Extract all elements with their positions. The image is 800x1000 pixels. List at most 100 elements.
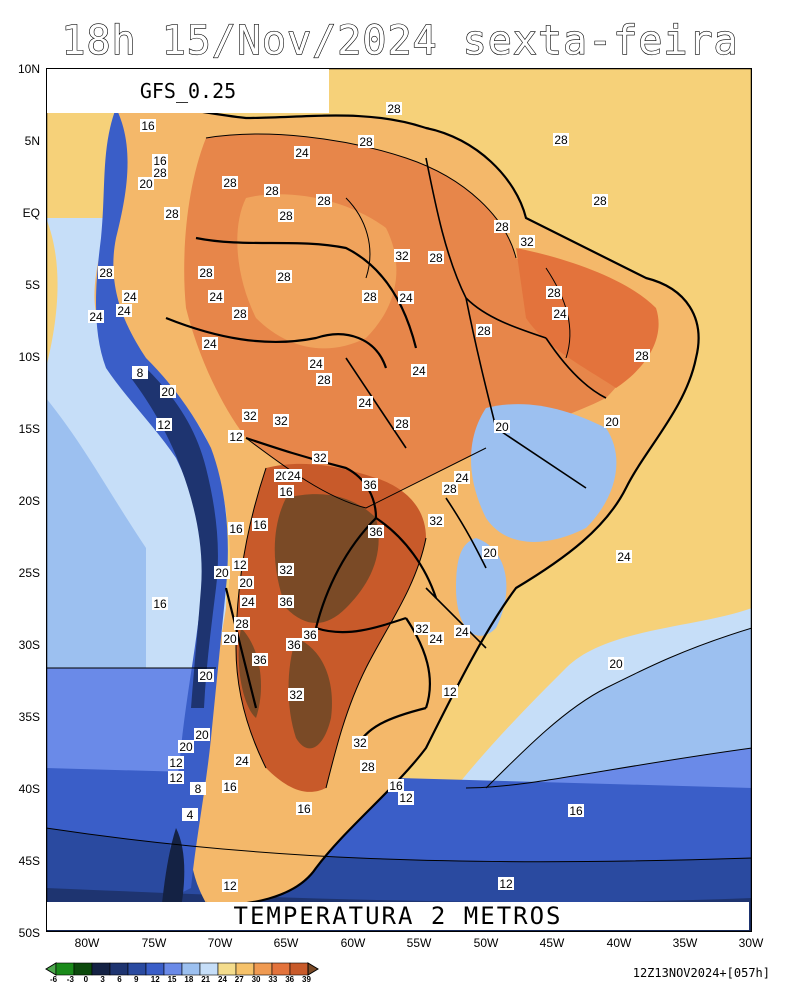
contour-label: 36 [363,478,377,492]
cool-zone [471,404,617,542]
contour-label-77: 32 [288,688,304,702]
contour-label-7: 16 [152,154,168,168]
colorbar-swatch [91,962,111,976]
lon-label: 40W [606,936,632,950]
contour-label-48: 24 [286,469,302,483]
contour-label: 20 [223,632,237,646]
lon-label: 80W [74,936,100,950]
contour-label: 24 [89,310,103,324]
contour-label-52: 28 [442,482,458,496]
colorbar-tick-label: 27 [234,975,244,984]
contour-label-72: 36 [302,628,318,642]
contour-label-76: 20 [198,669,214,683]
contour-label: 36 [369,525,383,539]
colorbar-swatch [109,962,129,976]
contour-label: 24 [309,357,323,371]
contour-label: 24 [123,290,137,304]
contour-label: 36 [287,638,301,652]
hottest-zone [288,638,332,749]
contour-label-41: 32 [273,414,289,428]
contour-label-46: 20 [604,415,620,429]
colorbar-tick-label: 15 [167,975,177,984]
colorbar-tick-label: 36 [285,975,295,984]
contour-label-62: 32 [278,563,294,577]
contour-label: 24 [203,337,217,351]
contour-label-2: 28 [553,133,569,147]
contour-label-74: 36 [252,653,268,667]
contour-label: 16 [153,154,167,168]
colorbar-swatch [271,962,291,976]
andes-ridge [131,368,218,708]
contour-label: 36 [279,595,293,609]
contour-label-35: 8 [132,366,148,380]
contour-label-65: 36 [278,595,294,609]
colorbar-swatch [181,962,201,976]
contour-label-39: 12 [156,418,172,432]
contour-label-53: 24 [454,471,470,485]
contour-label-79: 20 [178,740,194,754]
contour-label: 20 [215,566,229,580]
contour-label-81: 24 [234,754,250,768]
contour-label-32: 24 [202,337,218,351]
field-label: TEMPERATURA 2 METROS [47,902,749,930]
colorbar-tick-label: -3 [66,975,74,984]
contour-label-61: 24 [616,550,632,564]
contour-label-20: 28 [276,270,292,284]
contour-label: 28 [235,617,249,631]
contour-label-86: 12 [168,771,184,785]
contour-label-12: 28 [278,209,294,223]
lon-label: 50W [473,936,499,950]
contour-label: 24 [117,304,131,318]
contour-label-90: 12 [168,756,184,770]
contour-label-88: 16 [296,802,312,816]
contour-label-91: 4 [182,808,198,822]
contour-label-10: 28 [264,184,280,198]
contour-label: 8 [137,366,144,380]
contour-label: 28 [277,270,291,284]
lat-label: 40S [18,782,40,796]
contour-label-4: 24 [294,146,310,160]
contour-label: 20 [483,546,497,560]
contour-label: 12 [223,879,237,893]
contour-label-59: 12 [232,558,248,572]
contour-label-56: 16 [252,518,268,532]
colorbar-swatch [289,962,309,976]
lon-label: 65W [273,936,299,950]
colorbar-tick-label: 6 [117,975,122,984]
contour-label-38: 24 [411,364,427,378]
contour-label: 20 [605,415,619,429]
contour-label-73: 36 [286,638,302,652]
colorbar-tick-label: 9 [134,975,139,984]
contour-label: 20 [195,728,209,742]
contour-label: 12 [443,685,457,699]
lat-label: 5S [25,278,40,292]
contour-label: 28 [153,166,167,180]
lon-label: 55W [406,936,432,950]
contour-label: 32 [395,249,409,263]
colorbar-swatch [199,962,219,976]
lat-label: 20S [18,494,40,508]
colorbar-tick-label: 18 [184,975,194,984]
contour-label: 32 [243,409,257,423]
contour-label-51: 36 [362,478,378,492]
contour-label-5: 28 [358,135,374,149]
contour-label-49: 16 [278,485,294,499]
colorbar-arrow-right [307,962,319,976]
contour-label-70: 24 [428,632,444,646]
lat-label: 50S [18,926,40,940]
contour-label: 28 [223,176,237,190]
contour-label: 24 [287,469,301,483]
contour-label: 12 [169,771,183,785]
andes-ridge [161,828,185,913]
colorbar-tick-label: -6 [50,975,58,984]
contour-label: 4 [187,808,194,822]
contour-label: 16 [569,804,583,818]
contour-label: 12 [233,558,247,572]
contour-label-54: 32 [428,514,444,528]
contour-label-95: 16 [568,804,584,818]
lat-label: 5N [24,134,40,148]
contour-label: 28 [363,290,377,304]
contour-label: 16 [141,119,155,133]
ocean-band [486,628,752,788]
contour-label-94: 12 [398,791,414,805]
